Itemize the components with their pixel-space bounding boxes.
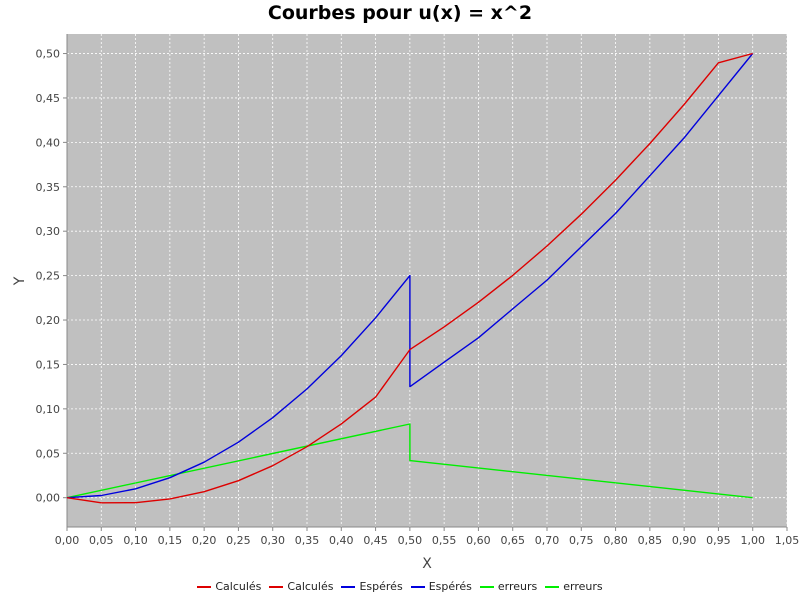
x-tick-label: 0,30 [260,534,285,547]
legend-item: Calculés [269,580,333,593]
legend: Calculés Calculés Espérés Espérés erreurs err… [0,580,800,593]
legend-label: Calculés [215,580,262,593]
legend-item: Espérés [410,580,472,593]
legend-label: Calculés [287,580,334,593]
x-tick-label: 0,90 [672,534,697,547]
y-tick-label: 0,25 [36,270,61,283]
x-tick-label: 0,05 [89,534,114,547]
y-tick-label: 0,00 [36,492,61,505]
y-tick-label: 0,05 [36,447,61,460]
x-tick-label: 0,15 [158,534,183,547]
x-tick-label: 0,00 [55,534,80,547]
x-tick-label: 0,85 [638,534,663,547]
x-tick-label: 0,25 [226,534,251,547]
legend-swatch [545,585,560,588]
x-tick-label: 0,35 [295,534,320,547]
x-tick-label: 0,75 [569,534,594,547]
y-axis-label: Y [12,276,28,286]
x-axis-label: X [422,556,432,572]
x-tick-label: 0,70 [535,534,560,547]
y-tick-label: 0,35 [36,181,61,194]
legend-item: erreurs [479,580,538,593]
series-line-0 [66,52,753,504]
x-tick-label: 1,05 [775,534,800,547]
x-tick-label: 0,20 [192,534,217,547]
y-tick-label: 0,45 [36,92,61,105]
y-tick-label: 0,15 [36,358,61,371]
x-tick-label: 0,80 [603,534,628,547]
legend-item: erreurs [545,580,603,593]
x-tick-label: 0,55 [432,534,457,547]
y-tick-label: 0,50 [36,48,61,61]
y-tick-label: 0,30 [36,225,61,238]
legend-item: Calculés [197,580,261,593]
series-line-2 [66,53,754,499]
legend-label: Espérés [428,580,472,593]
legend-swatch [410,585,425,588]
x-tick-label: 0,45 [363,534,388,547]
y-tick-label: 0,20 [36,314,61,327]
legend-swatch [341,585,356,588]
grid [66,34,788,527]
x-tick-label: 0,65 [500,534,525,547]
legend-label: Espérés [359,580,403,593]
series-line-4 [66,423,753,499]
y-tick-label: 0,10 [36,403,61,416]
y-tick-label: 0,40 [36,136,61,149]
x-tick-label: 0,60 [466,534,491,547]
legend-swatch [269,585,284,588]
x-tick-label: 0,10 [123,534,148,547]
plot-area [67,34,787,527]
chart-title: Courbes pour u(x) = x^2 [267,2,533,24]
x-tick-label: 0,50 [398,534,423,547]
x-tick-label: 1,00 [740,534,765,547]
legend-swatch [197,585,212,588]
legend-item: Espérés [341,580,403,593]
legend-swatch [479,585,494,588]
legend-label: erreurs [563,580,603,593]
x-tick-label: 0,40 [329,534,354,547]
axes: 0,00 0,05 0,10 0,15 0,20 0,25 0,30 0,35 0,40 0,45… [36,34,800,547]
x-tick-label: 0,95 [706,534,731,547]
series-layer [66,52,754,504]
legend-label: erreurs [497,580,538,593]
